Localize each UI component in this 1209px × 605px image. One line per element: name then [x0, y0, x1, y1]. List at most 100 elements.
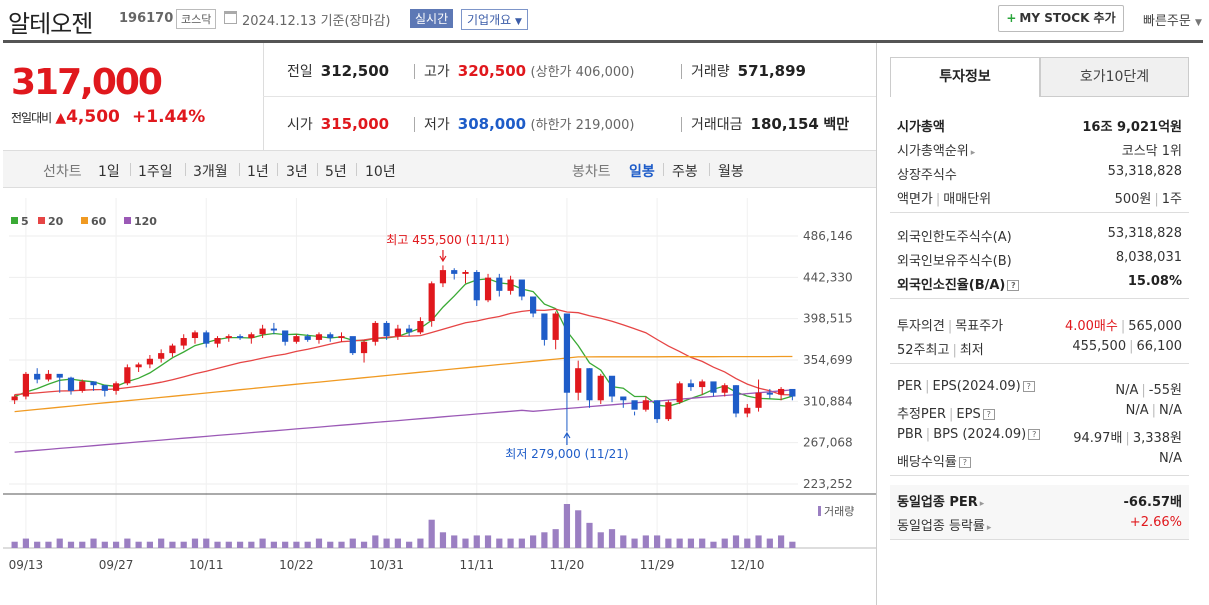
volume-bar: [112, 541, 120, 548]
period-10y[interactable]: 10년: [365, 164, 396, 180]
per-num: N/A: [1115, 383, 1139, 398]
volume-bar: [687, 538, 695, 548]
volume-bar: [496, 538, 503, 548]
foreign-ratio-text: 외국인소진율(B/A): [897, 278, 1006, 293]
volume-bar: [406, 541, 413, 548]
target-price-text: 목표주가: [955, 319, 1004, 334]
stock-chart[interactable]: 486,146 442,330 398,515 354,699 310,884 267,0…: [3, 188, 876, 605]
period-weekly[interactable]: 주봉: [672, 164, 698, 180]
x-tick-label: 10/22: [279, 558, 314, 572]
help-icon[interactable]: ?: [1028, 429, 1041, 440]
ma-line-60: [14, 355, 793, 413]
market-cap-group: 시가총액 16조 9,021억원 시가총액순위 ▸ 코스닥 1위 상장주식수 53,31…: [890, 110, 1189, 213]
volume-bar: [777, 535, 785, 548]
help-icon[interactable]: ?: [958, 457, 971, 468]
separator: [277, 163, 278, 176]
info-row: 액면가 | 매매단위 500원 | 1주: [890, 184, 1189, 208]
info-row: 추정PER | EPS? N/A | N/A: [890, 399, 1189, 423]
help-icon[interactable]: ?: [982, 409, 995, 420]
candle: [439, 270, 447, 284]
chart-canvas[interactable]: 486,146 442,330 398,515 354,699 310,884 267,0…: [3, 188, 876, 605]
volume-bar: [45, 541, 52, 548]
period-1y[interactable]: 1년: [247, 164, 269, 180]
volume-bar: [158, 538, 165, 548]
volume-bar: [22, 538, 30, 548]
candle: [507, 279, 514, 291]
prev-close: 전일 312,500: [287, 61, 389, 81]
legend-swatch: [124, 217, 131, 224]
pbr-num: 94.97배: [1073, 431, 1123, 446]
volume-bar: [315, 538, 323, 548]
amount-value: 180,154: [750, 115, 819, 133]
tab-investment-info[interactable]: 투자정보: [890, 57, 1040, 97]
candle: [732, 385, 740, 414]
candle: [90, 381, 97, 386]
plus-icon: +: [1006, 11, 1017, 25]
pbr-value: 94.97배 | 3,338원: [1073, 431, 1182, 446]
x-tick-label: 12/10: [730, 558, 765, 572]
period-5y[interactable]: 5년: [325, 164, 347, 180]
candle: [676, 383, 683, 403]
volume-bar: [360, 541, 368, 548]
realtime-button[interactable]: 실시간: [410, 9, 454, 28]
candle: [34, 373, 41, 380]
help-icon[interactable]: ?: [1007, 280, 1020, 291]
volume-bar: [169, 541, 176, 548]
volume-bar: [101, 541, 108, 548]
trade-unit-num: 1주: [1161, 192, 1182, 207]
candle: [372, 322, 379, 342]
open-price: 시가 315,000: [287, 114, 389, 134]
candle: [236, 336, 244, 339]
x-tick-label: 10/31: [369, 558, 404, 572]
industry-change-label[interactable]: 동일업종 등락률 ▸: [897, 515, 991, 534]
foreign-ratio-value: 15.08%: [1127, 274, 1182, 289]
foreign-limit-label: 외국인한도주식수(A): [897, 230, 1012, 245]
chevron-down-icon: ▼: [515, 17, 522, 27]
my-stock-add-button[interactable]: + MY STOCK 추가: [998, 5, 1124, 32]
foreign-limit-value: 53,318,828: [1107, 226, 1182, 241]
candle: [473, 271, 480, 301]
info-row: 외국인소진율(B/A)? 15.08%: [890, 270, 1189, 294]
period-monthly[interactable]: 월봉: [718, 164, 744, 180]
candle: [428, 283, 435, 322]
info-row: 외국인보유주식수(B) 8,038,031: [890, 246, 1189, 270]
candle: [45, 373, 52, 380]
help-icon[interactable]: ?: [1022, 381, 1035, 392]
separator: [681, 117, 682, 132]
period-3m[interactable]: 3개월: [193, 164, 228, 180]
header-divider: [3, 40, 1203, 43]
eps-text: EPS(2024.09): [932, 379, 1021, 394]
period-bar: 선차트 1일 1주일 3개월 1년 3년 5년 10년 봉차트 일봉 주봉 월봉: [3, 150, 876, 188]
period-3y[interactable]: 3년: [286, 164, 308, 180]
low-label: 저가: [424, 117, 450, 133]
period-daily[interactable]: 일봉: [629, 164, 655, 180]
separator: [317, 163, 318, 176]
industry-per-label[interactable]: 동일업종 PER ▸: [897, 491, 984, 510]
volume-bar: [507, 538, 514, 548]
par-value-text: 액면가: [897, 192, 933, 207]
ma-line-5: [14, 278, 793, 407]
amount-label: 거래대금: [691, 117, 743, 133]
y-tick-label: 442,330: [803, 270, 853, 284]
candle: [214, 338, 221, 344]
candle: [518, 279, 525, 297]
volume-bar: [124, 538, 131, 548]
trade-unit-text: 매매단위: [943, 192, 992, 207]
quick-order-dropdown[interactable]: 빠른주문 ▼: [1143, 10, 1202, 29]
volume-bar: [214, 541, 221, 548]
target-price-num: 565,000: [1128, 319, 1182, 334]
line-chart-label: 선차트: [43, 164, 82, 180]
industry-per-value: -66.57배: [1123, 495, 1182, 510]
tab-order-book[interactable]: 호가10단계: [1040, 57, 1189, 97]
low-value: 308,000: [457, 115, 527, 133]
volume-bar: [225, 541, 232, 548]
volume-bar: [90, 538, 97, 548]
period-1d[interactable]: 1일: [98, 164, 120, 180]
open-label: 시가: [287, 117, 313, 133]
volume-legend-swatch: [818, 506, 821, 516]
up-arrow-icon: [563, 431, 571, 445]
market-cap-rank-label[interactable]: 시가총액순위 ▸: [897, 140, 975, 159]
eps-num: -55원: [1148, 383, 1182, 398]
period-1w[interactable]: 1주일: [138, 164, 173, 180]
company-info-dropdown[interactable]: 기업개요 ▼: [461, 9, 528, 30]
